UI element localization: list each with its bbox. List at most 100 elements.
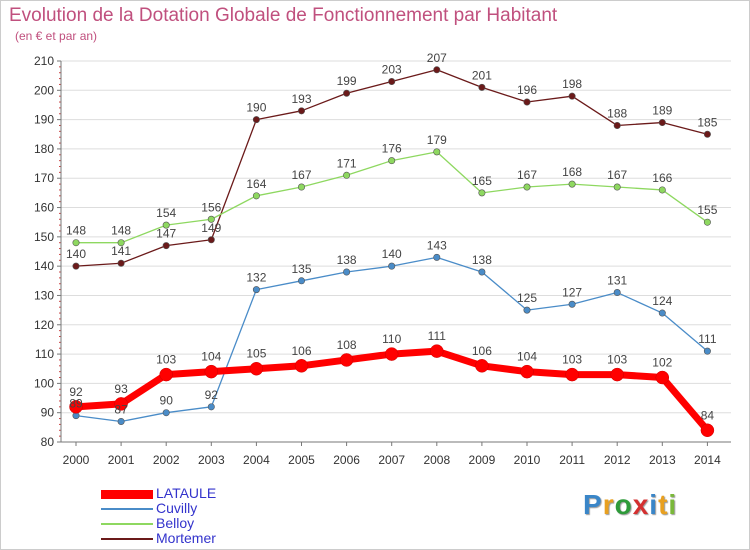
x-tick-label: 2001 bbox=[108, 453, 135, 467]
data-point bbox=[478, 83, 486, 91]
y-tick-label: 160 bbox=[34, 201, 54, 215]
data-label: 124 bbox=[652, 294, 672, 308]
chart-subtitle: (en € et par an) bbox=[15, 29, 98, 43]
x-tick-label: 2000 bbox=[63, 453, 90, 467]
data-label: 188 bbox=[607, 106, 627, 120]
data-point bbox=[252, 116, 260, 124]
y-tick-label: 180 bbox=[34, 142, 54, 156]
data-label: 90 bbox=[160, 394, 174, 408]
data-point bbox=[72, 262, 80, 270]
x-tick-label: 2007 bbox=[378, 453, 405, 467]
data-point bbox=[117, 417, 125, 425]
data-point bbox=[117, 259, 125, 267]
data-point bbox=[523, 306, 531, 314]
data-label: 156 bbox=[201, 200, 221, 214]
y-tick-label: 150 bbox=[34, 230, 54, 244]
data-point bbox=[523, 98, 531, 106]
data-point bbox=[475, 359, 489, 373]
data-point bbox=[159, 367, 173, 382]
grid bbox=[61, 60, 731, 443]
data-label: 135 bbox=[291, 262, 311, 276]
data-label: 196 bbox=[517, 83, 537, 97]
data-label: 166 bbox=[652, 171, 672, 185]
data-label: 167 bbox=[291, 168, 311, 182]
data-point bbox=[523, 183, 531, 191]
data-label: 147 bbox=[156, 227, 176, 241]
chart-title: Evolution de la Dotation Globale de Fonc… bbox=[9, 5, 558, 26]
data-point bbox=[388, 78, 396, 86]
data-point bbox=[204, 364, 219, 379]
x-tick-label: 2014 bbox=[694, 453, 721, 467]
data-point bbox=[703, 218, 711, 226]
x-tick-label: 2006 bbox=[333, 453, 360, 467]
data-point bbox=[568, 300, 576, 308]
x-tick-label: 2012 bbox=[604, 453, 631, 467]
line-chart: 8090100110120130140150160170180190200210… bbox=[34, 51, 731, 467]
axes: 8090100110120130140150160170180190200210… bbox=[34, 54, 731, 467]
data-label: 185 bbox=[697, 115, 717, 129]
y-tick-label: 190 bbox=[34, 113, 54, 127]
data-point bbox=[162, 221, 170, 229]
data-label: 93 bbox=[114, 382, 128, 396]
data-label: 201 bbox=[472, 68, 492, 82]
data-label: 132 bbox=[246, 271, 266, 285]
data-point bbox=[610, 367, 624, 382]
legend-label: LATAULE bbox=[156, 485, 217, 501]
y-tick-label: 80 bbox=[41, 435, 55, 449]
y-tick-label: 100 bbox=[34, 376, 54, 390]
data-label: 108 bbox=[337, 338, 357, 352]
x-tick-label: 2002 bbox=[153, 453, 180, 467]
data-point bbox=[658, 309, 666, 317]
data-label: 87 bbox=[114, 402, 128, 416]
data-point bbox=[339, 353, 354, 367]
data-point bbox=[568, 92, 576, 100]
data-label: 148 bbox=[111, 224, 131, 238]
x-tick-label: 2008 bbox=[423, 453, 450, 467]
data-label: 103 bbox=[607, 353, 627, 367]
legend-item-mortemer: Mortemer bbox=[101, 530, 321, 546]
data-label: 127 bbox=[562, 285, 582, 299]
legend-label: Belloy bbox=[156, 515, 195, 531]
data-point bbox=[207, 215, 215, 223]
data-label: 103 bbox=[562, 353, 582, 367]
data-label: 106 bbox=[291, 344, 311, 358]
data-point bbox=[297, 277, 305, 285]
data-point bbox=[69, 400, 83, 414]
data-label: 106 bbox=[472, 344, 492, 358]
x-tick-label: 2013 bbox=[649, 453, 676, 467]
data-labels: 140 141 147 149 190 193 199 203 207 201 196 198 188 1… bbox=[66, 51, 718, 422]
data-label: 138 bbox=[472, 253, 492, 267]
data-point bbox=[162, 409, 170, 417]
data-label: 104 bbox=[201, 350, 221, 364]
data-label: 148 bbox=[66, 224, 86, 238]
legend-swatch bbox=[101, 523, 153, 525]
data-label: 198 bbox=[562, 77, 582, 91]
data-point bbox=[433, 253, 441, 261]
data-point bbox=[520, 364, 534, 379]
data-label: 203 bbox=[382, 63, 402, 77]
data-point bbox=[343, 171, 351, 179]
data-label: 104 bbox=[517, 350, 537, 364]
x-tick-label: 2009 bbox=[469, 453, 496, 467]
data-label: 141 bbox=[111, 244, 131, 258]
data-label: 92 bbox=[69, 385, 83, 399]
data-point bbox=[343, 268, 351, 276]
data-point bbox=[114, 397, 128, 411]
legend-swatch bbox=[101, 538, 153, 540]
y-tick-label: 90 bbox=[41, 406, 55, 420]
data-label: 111 bbox=[698, 332, 717, 346]
data-label: 84 bbox=[701, 408, 715, 422]
data-point bbox=[384, 347, 399, 361]
data-point bbox=[249, 361, 264, 376]
y-tick-label: 110 bbox=[35, 347, 54, 361]
legend-item-belloy: Belloy bbox=[101, 515, 321, 531]
data-point bbox=[433, 148, 441, 156]
data-label: 102 bbox=[652, 356, 672, 370]
data-point bbox=[565, 367, 579, 382]
data-label: 105 bbox=[246, 347, 266, 361]
data-label: 179 bbox=[427, 133, 447, 147]
data-label: 193 bbox=[291, 92, 311, 106]
data-label: 171 bbox=[337, 156, 357, 170]
x-tick-label: 2003 bbox=[198, 453, 225, 467]
data-point bbox=[430, 344, 444, 358]
